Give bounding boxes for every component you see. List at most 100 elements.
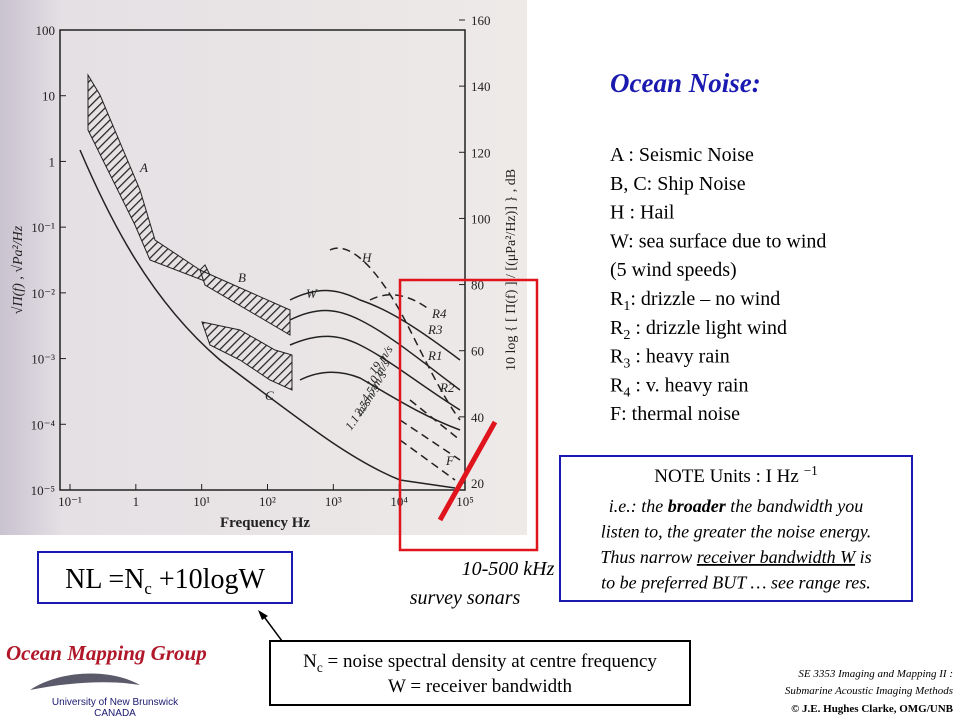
region-a [87,73,217,286]
legend-item: (5 wind speeds) [610,259,737,281]
definitions-box [269,640,691,706]
curve-label: A [139,160,148,175]
subscript: c [317,660,323,675]
text-part: listen to, the greater the noise energy. [601,522,872,542]
curve-label: R4 [431,306,447,321]
text-part: R [610,317,624,339]
curve-label: R2 [439,380,455,395]
note-title: NOTE Units : I Hz −1 [654,463,818,487]
text-part: Thus narrow [600,547,696,567]
right-tick-label: 60 [471,344,484,359]
text-part: W = receiver bandwidth [388,676,572,697]
logo-name: Ocean Mapping Group [6,641,207,665]
text-part: : heavy rain [630,346,729,368]
text-part: +10logW [152,564,266,595]
text-part: NOTE Units : I Hz [654,466,803,487]
x-tick-label: 10⁻¹ [58,494,82,509]
wind-curve [289,335,461,411]
left-tick-label: 10⁻⁵ [31,483,55,498]
text-part: : drizzle light wind [630,317,787,339]
left-tick-label: 10⁻³ [31,352,55,367]
note-line: listen to, the greater the noise energy. [601,522,872,542]
plot-frame [59,29,466,491]
subscript: c [144,579,151,598]
superscript: −1 [804,463,818,478]
text-part: R [610,346,624,368]
legend-item: R3 : heavy rain [610,346,730,372]
region-c [201,321,293,391]
subscript: 3 [623,357,630,372]
note-line: i.e.: the broader the bandwidth you [609,496,863,516]
left-tick-label: 10⁻¹ [31,220,55,235]
left-tick-label: 10⁻⁴ [31,417,56,432]
curve-label: B [238,270,246,285]
text-part: = noise spectral density at centre frequ… [323,651,658,672]
right-axis-label: 10 log { [ Π(f) ] / [(μPa²/Hz)] } , dB [504,169,519,371]
legend-item: B, C: Ship Noise [610,173,746,195]
legend-item: A : Seismic Noise [610,144,754,166]
note-line: Thus narrow receiver bandwidth W is [600,547,871,567]
subscript: 4 [623,385,630,400]
sonar-band-box [398,278,539,552]
logo-country: CANADA [94,708,136,719]
text-part: B, C: Ship Noise [610,173,746,195]
left-tick-label: 100 [36,23,56,38]
logo-graphic [30,673,140,690]
text-part: NL =N [65,564,144,595]
text-part: broader [668,496,727,516]
text-part: R [610,288,624,310]
sonar-label: 10-500 kHz [462,558,555,580]
x-tick-label: 10¹ [193,494,210,509]
arrow-head [258,610,268,620]
text-part: i.e.: the [609,496,668,516]
legend-item: F: thermal noise [610,403,740,425]
logo-university: University of New Brunswick [52,697,179,708]
slide-title: Ocean Noise: [610,68,761,98]
subscript: 1 [623,299,630,314]
left-tick-label: 10⁻² [31,286,55,301]
curve-label: R1 [427,348,442,363]
noise-figure: 10010110⁻¹10⁻²10⁻³10⁻⁴10⁻⁵16014012010080… [0,0,527,535]
legend-item: H : Hail [610,202,675,224]
curve-label: W [306,286,318,301]
curve-label: F [445,453,455,468]
note-body: i.e.: the broader the bandwidth you liste… [600,496,871,593]
legend-item: R1: drizzle – no wind [610,288,780,314]
text-part: the bandwidth you [726,496,864,516]
footer-line: © J.E. Hughes Clarke, OMG/UNB [791,703,954,715]
formula: NL =Nc +10logW [65,564,265,598]
x-axis-label: Frequency Hz [220,515,310,531]
text-part: A : Seismic Noise [610,144,754,166]
left-tick-label: 1 [49,154,56,169]
x-tick-label: 1 [133,494,140,509]
right-tick-label: 100 [471,211,491,226]
definition-line: Nc = noise spectral density at centre fr… [303,651,657,675]
left-tick-label: 10 [42,89,55,104]
right-tick-label: 40 [471,410,484,425]
curve-label: H [361,250,372,265]
definitions: Nc = noise spectral density at centre fr… [303,651,657,697]
definition-line: W = receiver bandwidth [388,676,572,697]
wind-curve [289,289,461,361]
right-tick-label: 140 [471,79,491,94]
text-part: : v. heavy rain [630,374,748,396]
x-tick-label: 10² [259,494,276,509]
text-part: : drizzle – no wind [630,288,780,310]
subscript: 2 [623,328,630,343]
text-part: receiver bandwidth W [697,547,857,567]
minimum-curve [79,149,456,489]
text-part: N [303,651,317,672]
left-axis-label: √Π(f) , √Pa²/Hz [11,225,26,314]
region-b [199,269,291,336]
text-part: to be preferred BUT … see range res. [601,573,871,593]
legend-item: R4 : v. heavy rain [610,374,748,400]
text-part: F: thermal noise [610,403,740,425]
curve-label: R3 [427,322,443,337]
legend-item: W: sea surface due to wind [610,230,826,252]
legend-item: R2 : drizzle light wind [610,317,787,343]
thermal-highlight [437,420,498,522]
x-tick-label: 10⁵ [456,494,474,509]
arrow [261,613,286,646]
sonar-label: survey sonars [410,587,521,609]
